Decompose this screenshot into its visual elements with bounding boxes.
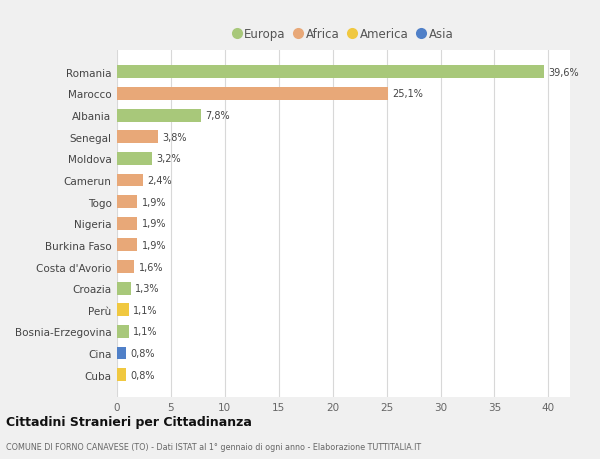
Bar bbox=[117, 196, 137, 209]
Bar bbox=[117, 282, 131, 295]
Text: 7,8%: 7,8% bbox=[205, 111, 230, 121]
Text: 3,2%: 3,2% bbox=[156, 154, 181, 164]
Text: 1,9%: 1,9% bbox=[142, 219, 166, 229]
Text: 1,9%: 1,9% bbox=[142, 197, 166, 207]
Bar bbox=[117, 66, 544, 79]
Text: 1,3%: 1,3% bbox=[136, 284, 160, 293]
Bar bbox=[117, 88, 388, 101]
Bar bbox=[117, 109, 201, 123]
Text: 1,9%: 1,9% bbox=[142, 241, 166, 250]
Text: 1,1%: 1,1% bbox=[133, 327, 158, 336]
Text: 1,6%: 1,6% bbox=[139, 262, 163, 272]
Text: 3,8%: 3,8% bbox=[162, 133, 187, 142]
Text: 0,8%: 0,8% bbox=[130, 370, 154, 380]
Text: Cittadini Stranieri per Cittadinanza: Cittadini Stranieri per Cittadinanza bbox=[6, 415, 252, 428]
Text: 0,8%: 0,8% bbox=[130, 348, 154, 358]
Text: COMUNE DI FORNO CANAVESE (TO) - Dati ISTAT al 1° gennaio di ogni anno - Elaboraz: COMUNE DI FORNO CANAVESE (TO) - Dati IST… bbox=[6, 442, 421, 451]
Text: 1,1%: 1,1% bbox=[133, 305, 158, 315]
Text: 25,1%: 25,1% bbox=[392, 90, 423, 99]
Bar bbox=[117, 239, 137, 252]
Bar bbox=[117, 325, 129, 338]
Legend: Europa, Africa, America, Asia: Europa, Africa, America, Asia bbox=[234, 28, 453, 41]
Bar bbox=[117, 174, 143, 187]
Text: 39,6%: 39,6% bbox=[548, 68, 579, 78]
Bar bbox=[117, 131, 158, 144]
Bar bbox=[117, 368, 125, 381]
Text: 2,4%: 2,4% bbox=[147, 176, 172, 185]
Bar bbox=[117, 347, 125, 360]
Bar bbox=[117, 303, 129, 317]
Bar bbox=[117, 260, 134, 274]
Bar bbox=[117, 152, 152, 166]
Bar bbox=[117, 217, 137, 230]
